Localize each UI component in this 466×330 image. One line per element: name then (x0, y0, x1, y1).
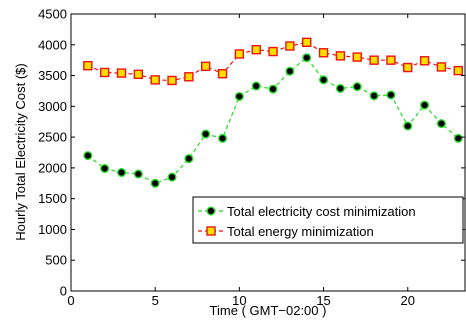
data-point-energy (133, 69, 144, 80)
data-point-cost (369, 91, 379, 101)
x-axis-label: Time ( GMT−02:00 ) (210, 303, 327, 318)
data-point-energy (436, 62, 447, 72)
data-point-cost (285, 66, 295, 76)
data-point-energy (184, 72, 194, 82)
data-point-cost (268, 84, 278, 94)
data-point-energy (251, 45, 261, 55)
legend: Total electricity cost minimization Tota… (192, 196, 464, 244)
data-point-cost (420, 100, 430, 110)
chart-marks (83, 37, 463, 188)
data-point-energy (302, 37, 312, 48)
data-point-cost (184, 154, 194, 164)
data-point-cost (234, 91, 244, 101)
data-point-energy (285, 41, 295, 51)
data-point-cost (201, 129, 211, 139)
y-tick-label: 4000 (38, 37, 67, 52)
data-point-energy (419, 56, 430, 66)
data-point-energy (201, 61, 211, 72)
legend-marker-energy (206, 226, 216, 236)
x-tick-label: 0 (67, 293, 74, 308)
data-point-energy (99, 67, 110, 78)
x-axis: 0 5 10 15 20 (67, 14, 415, 308)
data-point-energy (83, 61, 93, 71)
data-point-cost (100, 164, 110, 174)
data-point-energy (234, 49, 245, 59)
data-point-energy (268, 46, 278, 57)
data-point-cost (117, 168, 127, 178)
data-point-energy (386, 55, 396, 65)
data-point-energy (369, 55, 379, 65)
y-tick-label: 3500 (38, 68, 67, 83)
data-point-energy (453, 65, 463, 76)
data-point-energy (352, 52, 362, 62)
y-tick-label: 2000 (38, 160, 67, 175)
x-tick-label: 20 (401, 293, 415, 308)
legend-marker-cost (206, 206, 216, 216)
y-axis: 0 500 1000 1500 2000 2500 3000 3500 4000 4500 (38, 7, 465, 299)
data-point-cost (436, 119, 446, 129)
data-point-cost (218, 133, 228, 143)
data-point-cost (167, 172, 177, 182)
plot-area (71, 14, 465, 291)
x-tick-label: 10 (232, 293, 246, 308)
y-tick-label: 500 (45, 253, 67, 268)
data-point-cost (251, 81, 261, 91)
data-point-energy (335, 51, 346, 61)
x-tick-label: 15 (316, 293, 330, 308)
data-point-cost (403, 121, 413, 131)
y-tick-label: 0 (60, 284, 67, 299)
y-tick-label: 3000 (38, 99, 67, 114)
y-tick-label: 1500 (38, 191, 67, 206)
y-tick-label: 2500 (38, 130, 67, 145)
data-point-cost (352, 82, 362, 92)
data-point-cost (386, 90, 396, 100)
legend-label-energy: Total energy minimization (227, 224, 374, 239)
data-point-cost (150, 178, 160, 188)
y-axis-label: Hourly Total Electricity Cost ($) (13, 63, 28, 240)
series-line-energy (87, 41, 459, 82)
x-tick-label: 5 (152, 293, 159, 308)
legend-box (192, 196, 464, 244)
data-point-energy (116, 68, 127, 78)
data-point-cost (83, 151, 93, 161)
data-point-cost (319, 75, 329, 85)
y-tick-label: 4500 (38, 7, 67, 22)
legend-label-cost: Total electricity cost minimization (227, 204, 416, 219)
data-point-energy (167, 75, 177, 86)
data-point-energy (403, 62, 413, 73)
data-point-energy (150, 75, 160, 85)
y-tick-label: 1000 (38, 222, 67, 237)
data-point-energy (217, 69, 228, 79)
data-point-cost (302, 53, 312, 63)
plot-frame (70, 13, 466, 292)
data-point-cost (453, 133, 463, 143)
data-point-energy (318, 48, 329, 58)
data-point-cost (335, 83, 345, 93)
data-point-cost (133, 169, 143, 179)
